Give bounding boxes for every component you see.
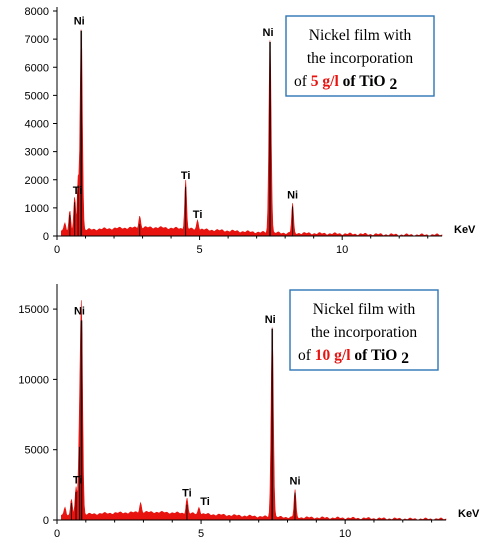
y-tick-label-5gl-3: 3000 xyxy=(25,147,49,159)
legend-frame-5gl xyxy=(285,15,435,97)
annotation-label-5gl-0: Ti xyxy=(73,185,83,197)
y-tick-label-5gl-8: 8000 xyxy=(25,6,49,18)
plot-area-5gl: 0 1000 2000 3000 4000 5000 6000 7000 8000 0 5 10 KeV… xyxy=(25,6,477,256)
y-tick-label-5gl-4: 4000 xyxy=(25,119,49,131)
legend-amount-5gl: 5 g/l xyxy=(311,73,340,90)
legend-amount-10gl: 10 g/l xyxy=(315,347,351,364)
peak-label-5gl-4: Ni xyxy=(74,16,85,28)
peak-label-10gl-8: Ni xyxy=(265,314,276,326)
legend-line3-5gl: of 5 g/l of TiO 2 xyxy=(294,73,397,93)
peak-label-5gl-7: Ti xyxy=(193,209,203,221)
x-axis-label-5gl: KeV xyxy=(454,224,476,236)
legend-subscript-10gl: 2 xyxy=(401,350,409,367)
legend-prefix-10gl: of xyxy=(298,347,315,364)
peak-label-10gl-6: Ti xyxy=(182,488,192,500)
peak-label-5gl-6: Ti xyxy=(181,170,191,182)
y-tick-label-10gl-2: 10000 xyxy=(18,374,49,386)
y-tick-label-5gl-1: 1000 xyxy=(25,203,49,215)
y-tick-label-5gl-5: 5000 xyxy=(25,90,49,102)
peak-label-5gl-8: Ni xyxy=(263,27,274,39)
y-tick-label-5gl-7: 7000 xyxy=(25,34,49,46)
legend-compound-10gl: TiO xyxy=(371,347,397,364)
x-tick-label-10gl-2: 10 xyxy=(339,528,351,540)
legend-frame-10gl xyxy=(289,289,439,371)
plot-area-10gl: 0 5000 10000 15000 0 5 10 KeV Ni Ti Ti Ni Ni Ti xyxy=(18,284,480,540)
x-axis-label-10gl: KeV xyxy=(458,508,480,520)
peak-label-10gl-7: Ti xyxy=(200,496,210,508)
x-tick-label-5gl-1: 5 xyxy=(197,244,203,256)
legend-line2-10gl: the incorporation xyxy=(311,324,418,341)
spectrum-curve-5gl xyxy=(60,29,443,237)
y-tick-label-5gl-0: 0 xyxy=(43,231,49,243)
y-tick-label-5gl-6: 6000 xyxy=(25,62,49,74)
legend-compound-5gl: TiO xyxy=(359,73,385,90)
peak-label-5gl-9: Ni xyxy=(287,189,298,201)
legend-box-5gl: Nickel film with the incorporation of 5 … xyxy=(285,15,435,97)
legend-subscript-5gl: 2 xyxy=(389,76,397,93)
peak-label-10gl-4: Ni xyxy=(74,305,85,317)
peak-label-10gl-9: Ni xyxy=(290,476,301,488)
y-tick-label-10gl-1: 5000 xyxy=(25,445,49,457)
x-tick-label-10gl-0: 0 xyxy=(54,528,60,540)
legend-line2-5gl: the incorporation xyxy=(307,50,414,67)
y-tick-label-10gl-0: 0 xyxy=(43,515,49,527)
y-tick-label-10gl-3: 15000 xyxy=(18,304,49,316)
legend-box-10gl: Nickel film with the incorporation of 10… xyxy=(289,289,439,371)
y-tick-label-5gl-2: 2000 xyxy=(25,175,49,187)
legend-middle-5gl: of xyxy=(343,73,360,90)
spectrum-panel-5gl: 0 1000 2000 3000 4000 5000 6000 7000 8000 0 5 10 KeV… xyxy=(25,6,477,256)
x-tick-label-5gl-0: 0 xyxy=(54,244,60,256)
spectrum-curve-10gl xyxy=(61,300,447,521)
annotation-label-10gl-0: Ti xyxy=(73,474,83,486)
spectrum-panel-10gl: 0 5000 10000 15000 0 5 10 KeV Ni Ti Ti Ni Ni Ti Nicke… xyxy=(18,284,480,540)
legend-line1-5gl: Nickel film with xyxy=(309,27,412,44)
legend-middle-10gl: of xyxy=(354,347,371,364)
legend-line1-10gl: Nickel film with xyxy=(313,301,416,318)
legend-prefix-5gl: of xyxy=(294,73,311,90)
legend-line3-10gl: of 10 g/l of TiO 2 xyxy=(298,347,409,367)
x-tick-label-5gl-2: 10 xyxy=(336,244,348,256)
x-tick-label-10gl-1: 5 xyxy=(198,528,204,540)
